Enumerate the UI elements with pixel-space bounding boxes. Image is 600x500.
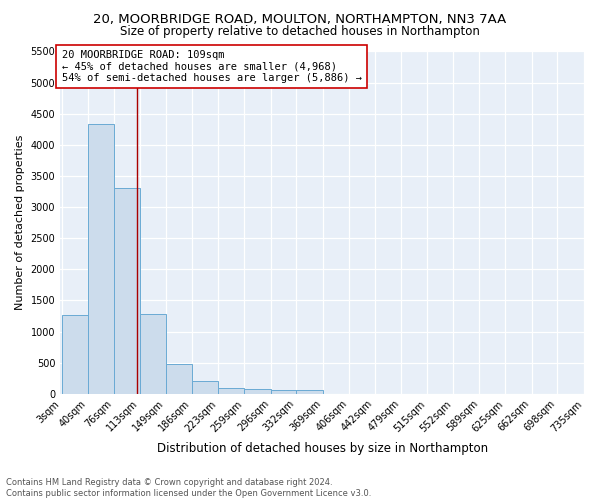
Bar <box>166 364 192 394</box>
Text: Size of property relative to detached houses in Northampton: Size of property relative to detached ho… <box>120 25 480 38</box>
Text: 20 MOORBRIDGE ROAD: 109sqm
← 45% of detached houses are smaller (4,968)
54% of s: 20 MOORBRIDGE ROAD: 109sqm ← 45% of deta… <box>62 50 362 83</box>
Bar <box>218 388 244 394</box>
X-axis label: Distribution of detached houses by size in Northampton: Distribution of detached houses by size … <box>157 442 488 455</box>
Bar <box>271 390 296 394</box>
Text: Contains HM Land Registry data © Crown copyright and database right 2024.
Contai: Contains HM Land Registry data © Crown c… <box>6 478 371 498</box>
Bar <box>140 314 166 394</box>
Text: 20, MOORBRIDGE ROAD, MOULTON, NORTHAMPTON, NN3 7AA: 20, MOORBRIDGE ROAD, MOULTON, NORTHAMPTO… <box>94 12 506 26</box>
Bar <box>88 124 113 394</box>
Bar <box>62 315 88 394</box>
Bar <box>296 390 323 394</box>
Bar <box>113 188 140 394</box>
Bar <box>192 380 218 394</box>
Y-axis label: Number of detached properties: Number of detached properties <box>15 135 25 310</box>
Bar <box>244 390 271 394</box>
